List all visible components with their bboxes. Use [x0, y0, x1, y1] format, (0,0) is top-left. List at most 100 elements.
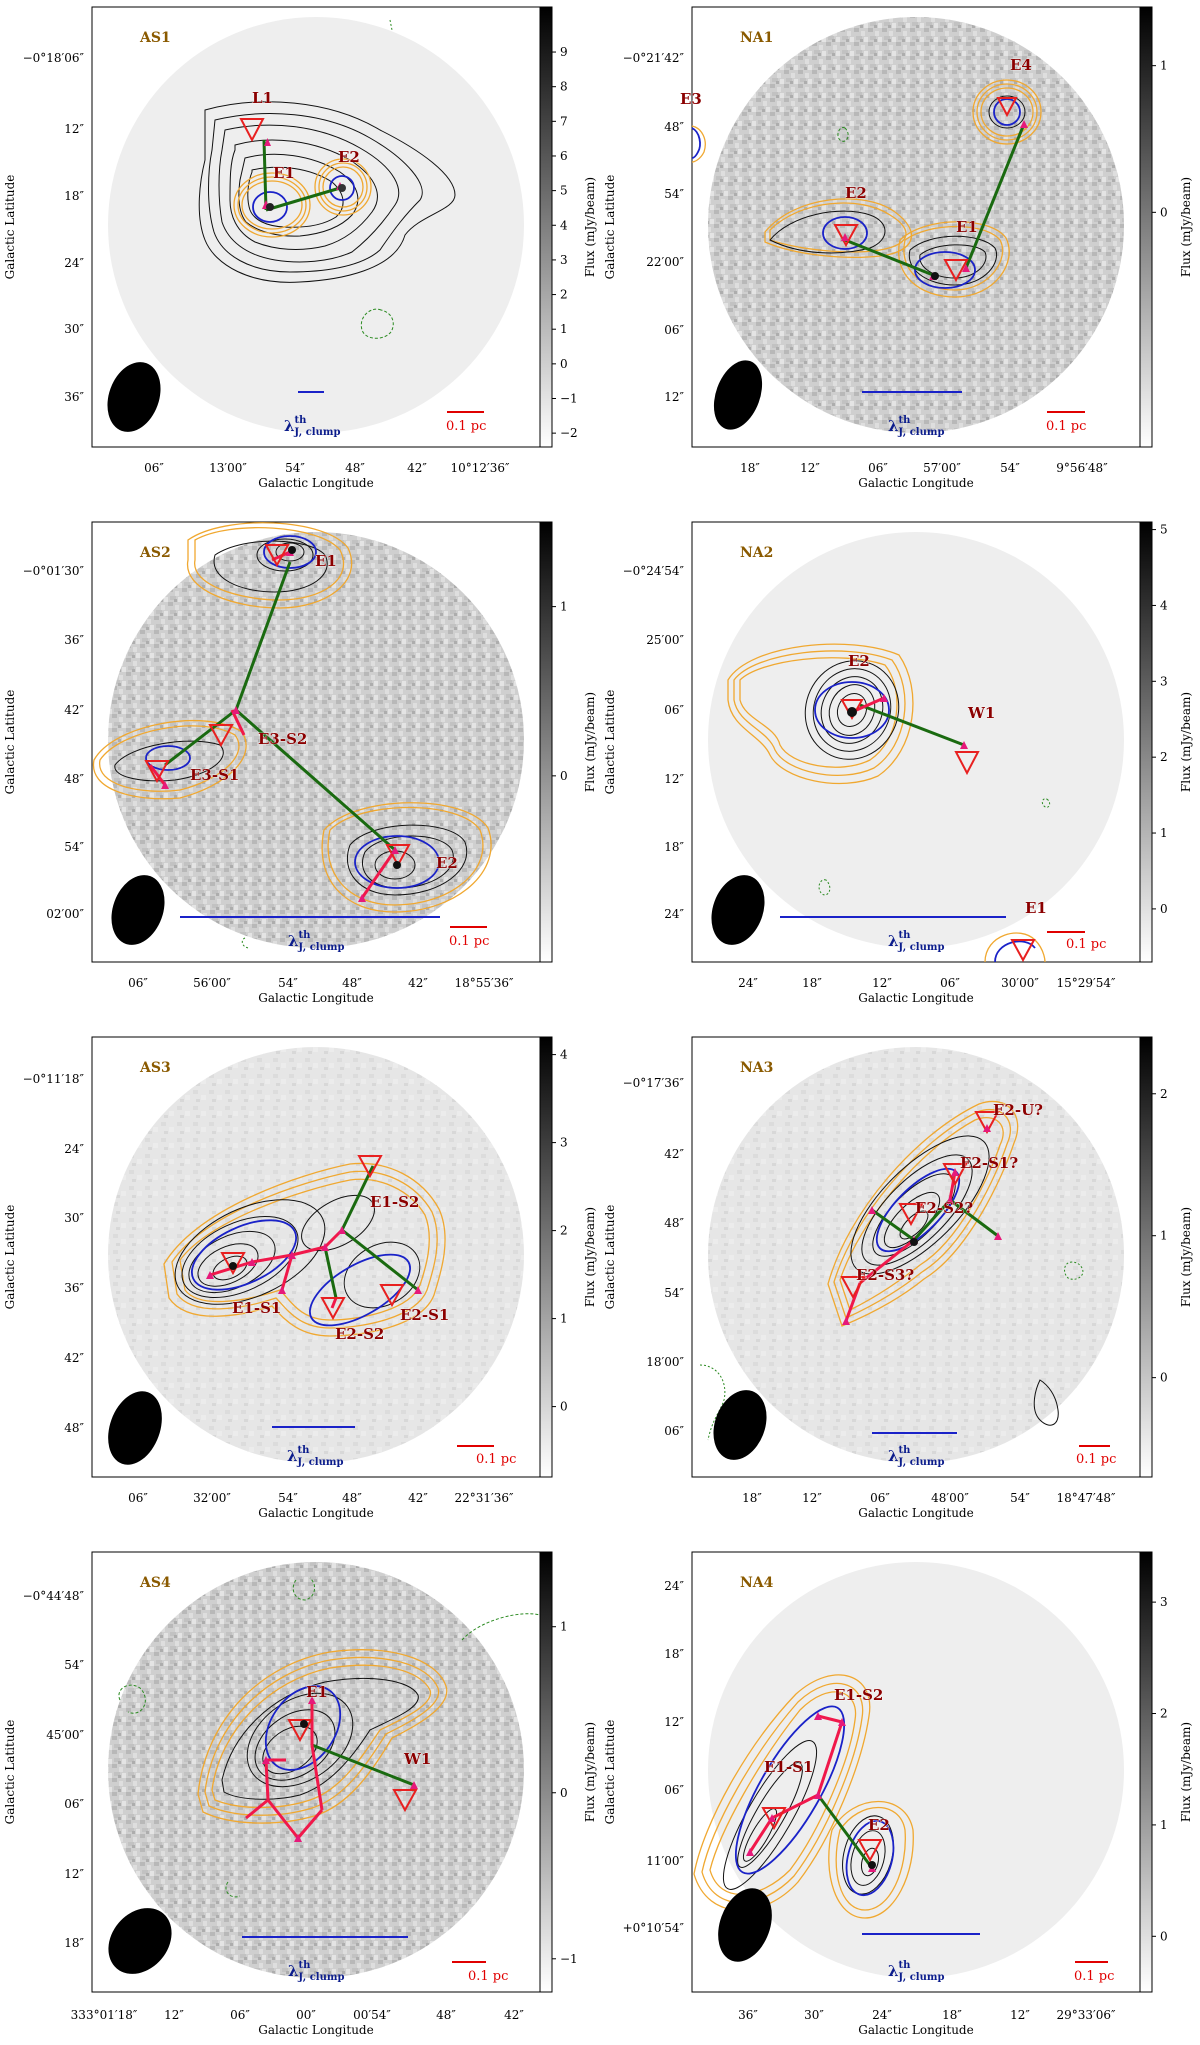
colorbar-tick-label: 3 [560, 1136, 568, 1150]
panel-na3: E2-U? E2-S1? E2-S2? E2-S3? λth J, clump 0… [603, 1036, 1193, 1520]
svg-text:12″: 12″ [664, 772, 684, 786]
scale-bar-label: 0.1 pc [449, 934, 489, 949]
colorbar-label: Flux (mJy/beam) [1179, 1722, 1193, 1822]
svg-text:36″: 36″ [64, 390, 84, 404]
core-label-e1-s1: E1-S1 [764, 1758, 813, 1776]
svg-text:06″: 06″ [870, 1491, 890, 1505]
svg-text:54″: 54″ [1000, 461, 1020, 475]
colorbar-label: Flux (mJy/beam) [583, 1722, 597, 1822]
scale-bar-label: 0.1 pc [1076, 1452, 1116, 1467]
colorbar-tick-label: 1 [560, 322, 568, 336]
panel-tag: AS2 [139, 545, 171, 561]
svg-text:02′00″: 02′00″ [46, 907, 84, 921]
core-label-e3-s2: E3-S2 [258, 730, 307, 748]
svg-text:11′00″: 11′00″ [646, 1854, 684, 1868]
y-ticks: −0°24′54″ 25′00″ 06″ 12″ 18″ 24″ [623, 564, 685, 921]
lambda-label: λth J, clump [284, 415, 340, 438]
colorbar-ticks: 9 8 7 6 5 4 3 2 1 0 −1 −2 [552, 45, 578, 440]
negative-contour [818, 879, 831, 896]
svg-text:+0°10′54″: +0°10′54″ [623, 1921, 685, 1935]
svg-text:48′00″: 48′00″ [931, 1491, 969, 1505]
svg-text:30″: 30″ [64, 322, 84, 336]
negative-contour [292, 1577, 316, 1601]
svg-text:42″: 42″ [408, 976, 428, 990]
x-axis-label: Galactic Longitude [258, 2023, 373, 2037]
svg-text:12″: 12″ [164, 2008, 184, 2022]
svg-text:−0°18′06″: −0°18′06″ [23, 51, 85, 65]
svg-text:−0°11′18″: −0°11′18″ [23, 1072, 85, 1086]
svg-text:29°33′06″: 29°33′06″ [1056, 2008, 1116, 2022]
svg-text:12″: 12″ [64, 122, 84, 136]
mst-edges [148, 550, 397, 899]
svg-text:42″: 42″ [64, 1351, 84, 1365]
svg-text:12″: 12″ [664, 1715, 684, 1729]
svg-text:333°01′18″: 333°01′18″ [71, 2008, 138, 2022]
core-labels: E1-S2 E1-S1 E2 [764, 1686, 890, 1835]
map-image [708, 1047, 1124, 1463]
map-image [708, 17, 1124, 433]
core-label-e2: E2 [868, 1816, 890, 1834]
svg-text:00′54″: 00′54″ [353, 2008, 391, 2022]
y-axis-label: Galactic Latitude [3, 1205, 17, 1310]
panel-tag: AS1 [139, 30, 171, 46]
svg-text:24″: 24″ [664, 1579, 684, 1593]
colorbar-tick-label: 5 [1160, 523, 1168, 537]
core-label-e2: E2 [338, 148, 360, 166]
colorbar-tick-label: 0 [560, 1400, 568, 1414]
core-ellipses [691, 98, 1021, 289]
sources [746, 1712, 883, 1872]
colorbar-tick-label: 4 [1160, 598, 1168, 612]
contours-black [174, 1194, 421, 1309]
svg-text:06″: 06″ [664, 1783, 684, 1797]
core-label-e1-s2: E1-S2 [834, 1686, 883, 1704]
svg-text:54″: 54″ [64, 1658, 84, 1672]
core-label-e2-s2: E2-S2 [335, 1325, 384, 1343]
y-axis-label: Galactic Latitude [603, 175, 617, 280]
colorbar-ticks: 2 1 0 [1152, 1087, 1168, 1385]
svg-text:54″: 54″ [285, 461, 305, 475]
y-axis-label: Galactic Latitude [603, 1720, 617, 1825]
beam-ellipse [711, 875, 765, 945]
svg-text:18″: 18″ [802, 976, 822, 990]
x-ticks: 06″ 32′00″ 54″ 48″ 42″ 22°31′36″ [128, 1491, 514, 1505]
sources [206, 1155, 422, 1321]
svg-text:48″: 48″ [342, 1491, 362, 1505]
contours-black [221, 1677, 419, 1800]
colorbar [539, 1551, 553, 1993]
scale-bar-label: 0.1 pc [476, 1452, 516, 1467]
panel-tag: NA1 [740, 30, 773, 46]
y-ticks: −0°44′48″ 54″ 45′00″ 06″ 12″ 18″ [23, 1589, 85, 1950]
sources [840, 1111, 1002, 1325]
core-label-w1: W1 [403, 1750, 431, 1768]
core-label-e1: E1 [273, 164, 295, 182]
svg-text:06″: 06″ [664, 703, 684, 717]
negative-contour [389, 19, 393, 31]
contours-orange [92, 522, 492, 913]
core-label-e1-s2: E1-S2 [370, 1193, 419, 1211]
map-image [108, 532, 524, 948]
core-labels: E2 W1 E1 [848, 652, 1047, 918]
svg-text:48″: 48″ [64, 1421, 84, 1435]
negative-contour [225, 1881, 241, 1898]
y-ticks: 24″ 18″ 12″ 06″ 11′00″ +0°10′54″ [623, 1579, 685, 1935]
svg-text:12″: 12″ [802, 1491, 822, 1505]
sources [239, 118, 346, 211]
svg-text:42″: 42″ [664, 1147, 684, 1161]
core-labels: E2-U? E2-S1? E2-S2? E2-S3? [856, 1101, 1044, 1285]
svg-text:54″: 54″ [278, 976, 298, 990]
core-label-e2: E2 [436, 854, 458, 872]
svg-text:−0°44′48″: −0°44′48″ [23, 1589, 85, 1603]
svg-text:−0°24′54″: −0°24′54″ [623, 564, 685, 578]
panel-tag: NA3 [740, 1060, 773, 1076]
core-labels: E1 E3-S2 E3-S1 E2 [190, 552, 458, 873]
colorbar-tick-label: 1 [1160, 1818, 1168, 1832]
colorbar-tick-label: −1 [560, 1952, 578, 1966]
svg-text:22′00″: 22′00″ [646, 255, 684, 269]
svg-text:24″: 24″ [872, 2008, 892, 2022]
contours-black [198, 101, 456, 283]
colorbar-tick-label: 1 [560, 1620, 568, 1634]
svg-text:13′00″: 13′00″ [209, 461, 247, 475]
negative-contour [1041, 798, 1051, 808]
core-ellipses [252, 175, 355, 223]
